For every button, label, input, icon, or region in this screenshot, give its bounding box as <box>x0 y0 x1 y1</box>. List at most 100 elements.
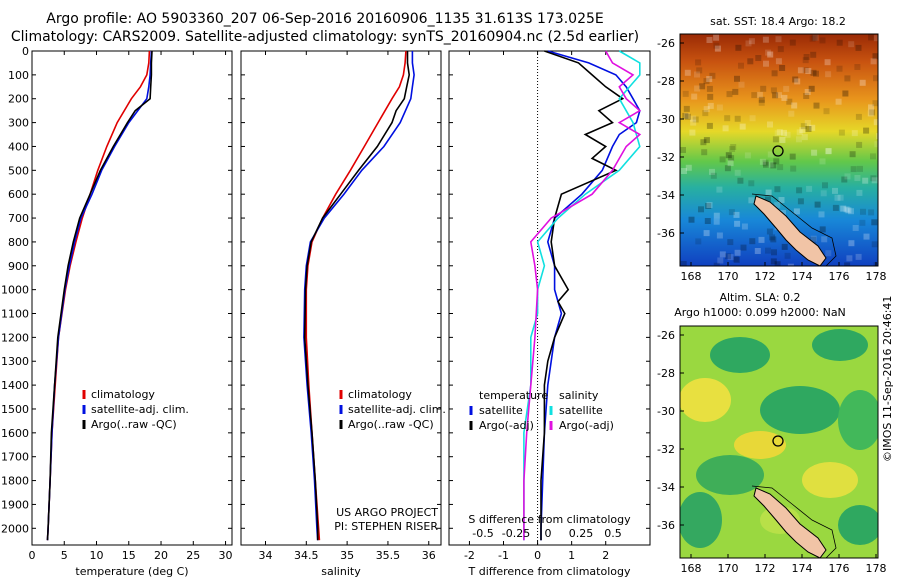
s-tick-label: 0.5 <box>604 527 622 540</box>
lat-tick-label: -36 <box>657 227 675 240</box>
x-tick-label: 10 <box>90 549 104 562</box>
s-tick-label: -0.5 <box>472 527 493 540</box>
series-line <box>523 50 642 541</box>
y-tick-label: 500 <box>8 164 29 177</box>
x-tick-label: 1 <box>568 549 575 562</box>
temperature-panel: 0100200300400500600700800900100011001200… <box>1 45 233 578</box>
lat-tick-label: -30 <box>657 405 675 418</box>
x-tick-label: -1 <box>498 549 509 562</box>
y-tick-label: 900 <box>8 260 29 273</box>
sla-map-title-2: Argo h1000: 0.099 h2000: NaN <box>674 306 846 319</box>
sla-map-title-1: Altim. SLA: 0.2 <box>719 291 800 304</box>
legend-label: satellite-adj. clim. <box>348 403 446 416</box>
legend-label: temperature <box>479 389 548 402</box>
sst-map-title: sat. SST: 18.4 Argo: 18.2 <box>710 15 846 28</box>
lat-tick-label: -28 <box>657 75 675 88</box>
x-tick-label: 5 <box>61 549 68 562</box>
x-tick-label: 30 <box>219 549 233 562</box>
s-tick-label: 0 <box>545 527 552 540</box>
lat-tick-label: -26 <box>657 37 675 50</box>
lon-tick-label: 170 <box>718 270 739 283</box>
lon-tick-label: 172 <box>755 270 776 283</box>
title-line-1: Argo profile: AO 5903360_207 06-Sep-2016… <box>46 11 604 27</box>
x-tick-label: 20 <box>154 549 168 562</box>
y-tick-label: 1700 <box>1 451 29 464</box>
lon-tick-label: 168 <box>681 270 702 283</box>
series-line <box>540 50 641 541</box>
lat-tick-label: -30 <box>657 113 675 126</box>
y-tick-label: 0 <box>22 45 29 58</box>
series-line <box>540 50 625 541</box>
lat-tick-label: -28 <box>657 367 675 380</box>
x-tick-label: 0 <box>534 549 541 562</box>
legend-label: Argo(..raw -QC) <box>91 418 177 431</box>
x-tick-label: 35.5 <box>376 549 401 562</box>
plot-frame <box>31 50 233 546</box>
legend-label: satellite <box>559 404 603 417</box>
x-tick-label: 15 <box>122 549 136 562</box>
y-tick-label: 200 <box>8 93 29 106</box>
lat-tick-label: -32 <box>657 443 675 456</box>
y-tick-label: 1100 <box>1 308 29 321</box>
legend-label: climatology <box>91 388 155 401</box>
plot-frame <box>240 50 442 546</box>
s-tick-label: 0.25 <box>569 527 594 540</box>
y-tick-label: 1900 <box>1 498 29 511</box>
y-tick-label: 1000 <box>1 284 29 297</box>
x-axis-label: salinity <box>321 565 361 578</box>
sla-map: Altim. SLA: 0.2 Argo h1000: 0.099 h2000:… <box>657 291 886 575</box>
series-line <box>303 51 411 541</box>
y-tick-label: 300 <box>8 117 29 130</box>
y-tick-label: 400 <box>8 140 29 153</box>
sst-map: sat. SST: 18.4 Argo: 18.2 168 170 172 174 17… <box>657 15 886 283</box>
x-tick-label: 35 <box>340 549 354 562</box>
argo-location-marker <box>772 145 784 157</box>
lon-tick-label: 172 <box>755 562 776 575</box>
legend-label: Argo(-adj) <box>479 419 534 432</box>
x-tick-label: 36 <box>422 549 436 562</box>
y-tick-label: 2000 <box>1 522 29 535</box>
x-tick-label: 34.5 <box>294 549 319 562</box>
y-tick-label: 1200 <box>1 331 29 344</box>
y-tick-label: 1400 <box>1 379 29 392</box>
land-mass <box>753 195 827 266</box>
legend-label: satellite-adj. clim. <box>91 403 189 416</box>
y-tick-label: 100 <box>8 69 29 82</box>
lon-tick-label: 168 <box>681 562 702 575</box>
lat-tick-label: -36 <box>657 519 675 532</box>
x-tick-label: 0 <box>29 549 36 562</box>
legend-label: satellite <box>479 404 523 417</box>
legend-label: salinity <box>559 389 599 402</box>
lat-tick-label: -34 <box>657 481 675 494</box>
annotation-text: PI: STEPHEN RISER <box>334 520 438 533</box>
x-axis-label: temperature (deg C) <box>75 565 188 578</box>
top-axis-label: S difference from climatology <box>468 513 631 526</box>
series-line <box>46 50 153 541</box>
lon-tick-label: 176 <box>829 562 850 575</box>
y-tick-label: 1800 <box>1 475 29 488</box>
salinity-panel: 34 34.5 35 35.5 36 salinity climatology satelli… <box>240 50 446 578</box>
y-tick-label: 1300 <box>1 355 29 368</box>
difference-panel: -2 -1 0 1 2 T difference from climatology temp… <box>448 50 651 578</box>
legend-label: Argo(..raw -QC) <box>348 418 434 431</box>
y-tick-label: 1500 <box>1 403 29 416</box>
lon-tick-label: 174 <box>792 562 813 575</box>
title-line-2: Climatology: CARS2009. Satellite-adjuste… <box>10 29 640 45</box>
plot-frame <box>448 50 651 546</box>
y-tick-label: 700 <box>8 212 29 225</box>
x-tick-label: 2 <box>602 549 609 562</box>
x-tick-label: -2 <box>464 549 475 562</box>
lat-tick-label: -34 <box>657 189 675 202</box>
x-tick-label: 34 <box>258 549 272 562</box>
legend-label: Argo(-adj) <box>559 419 614 432</box>
series-line <box>303 51 415 541</box>
imos-credit: ©IMOS 11-Sep-2016 20:46:41 <box>881 296 894 462</box>
y-tick-label: 1600 <box>1 427 29 440</box>
argo-location-marker-sla <box>772 435 784 447</box>
x-axis-label: T difference from climatology <box>468 565 631 578</box>
lat-tick-label: -26 <box>657 329 675 342</box>
annotation-text: US ARGO PROJECT <box>336 506 438 519</box>
lon-tick-label: 178 <box>866 562 887 575</box>
lon-tick-label: 170 <box>718 562 739 575</box>
